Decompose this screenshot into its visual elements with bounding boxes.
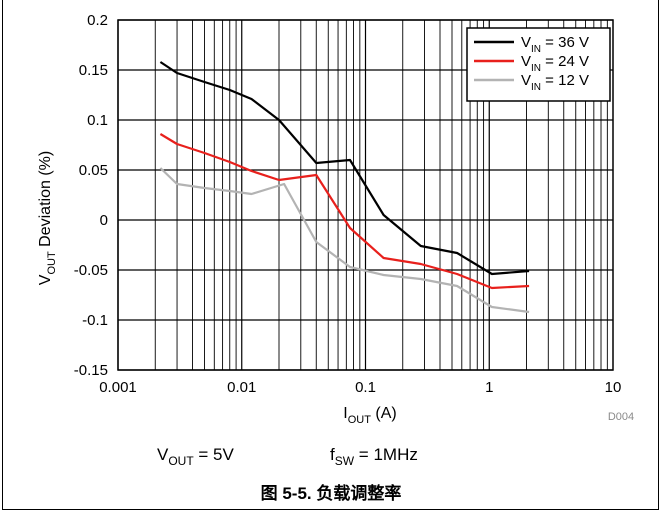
x-tick-label: 10 [605, 379, 622, 396]
y-tick-label: 0.05 [79, 162, 108, 179]
y-axis-label: VOUT Deviation (%) [37, 151, 58, 285]
y-tick-label: -0.15 [74, 362, 108, 379]
plot-border [117, 19, 614, 371]
y-tick-label: -0.05 [74, 262, 108, 279]
legend-label: VIN = 24 V [521, 53, 589, 74]
legend-label: VIN = 36 V [521, 34, 589, 55]
condition-vout: VOUT = 5V [157, 445, 235, 468]
x-tick-label: 1 [485, 379, 493, 396]
y-tick-label: 0.15 [79, 62, 108, 79]
y-tick-label: 0 [100, 212, 108, 229]
x-tick-label: 0.01 [227, 379, 256, 396]
y-tick-label: 0.2 [87, 12, 108, 29]
condition-fsw: fSW = 1MHz [330, 445, 418, 468]
series-layer [159, 61, 530, 314]
x-tick-label: 0.1 [355, 379, 376, 396]
series-line-3 [159, 167, 530, 314]
figure-code: D004 [608, 411, 634, 423]
x-axis-label: IOUT (A) [343, 405, 396, 426]
y-tick-label: -0.1 [82, 312, 108, 329]
legend-box [466, 27, 611, 102]
series-line-1 [159, 61, 530, 276]
y-tick-label: 0.1 [87, 112, 108, 129]
x-tick-label: 0.001 [99, 379, 137, 396]
legend-label: VIN = 12 V [521, 72, 589, 93]
figure-caption: 图 5-5. 负载调整率 [261, 483, 402, 503]
series-line-2 [159, 133, 530, 290]
tick-labels: 0.2 0.15 0.1 0.05 0 -0.05 -0.1 -0.150.001 0.01 0.… [74, 12, 622, 396]
